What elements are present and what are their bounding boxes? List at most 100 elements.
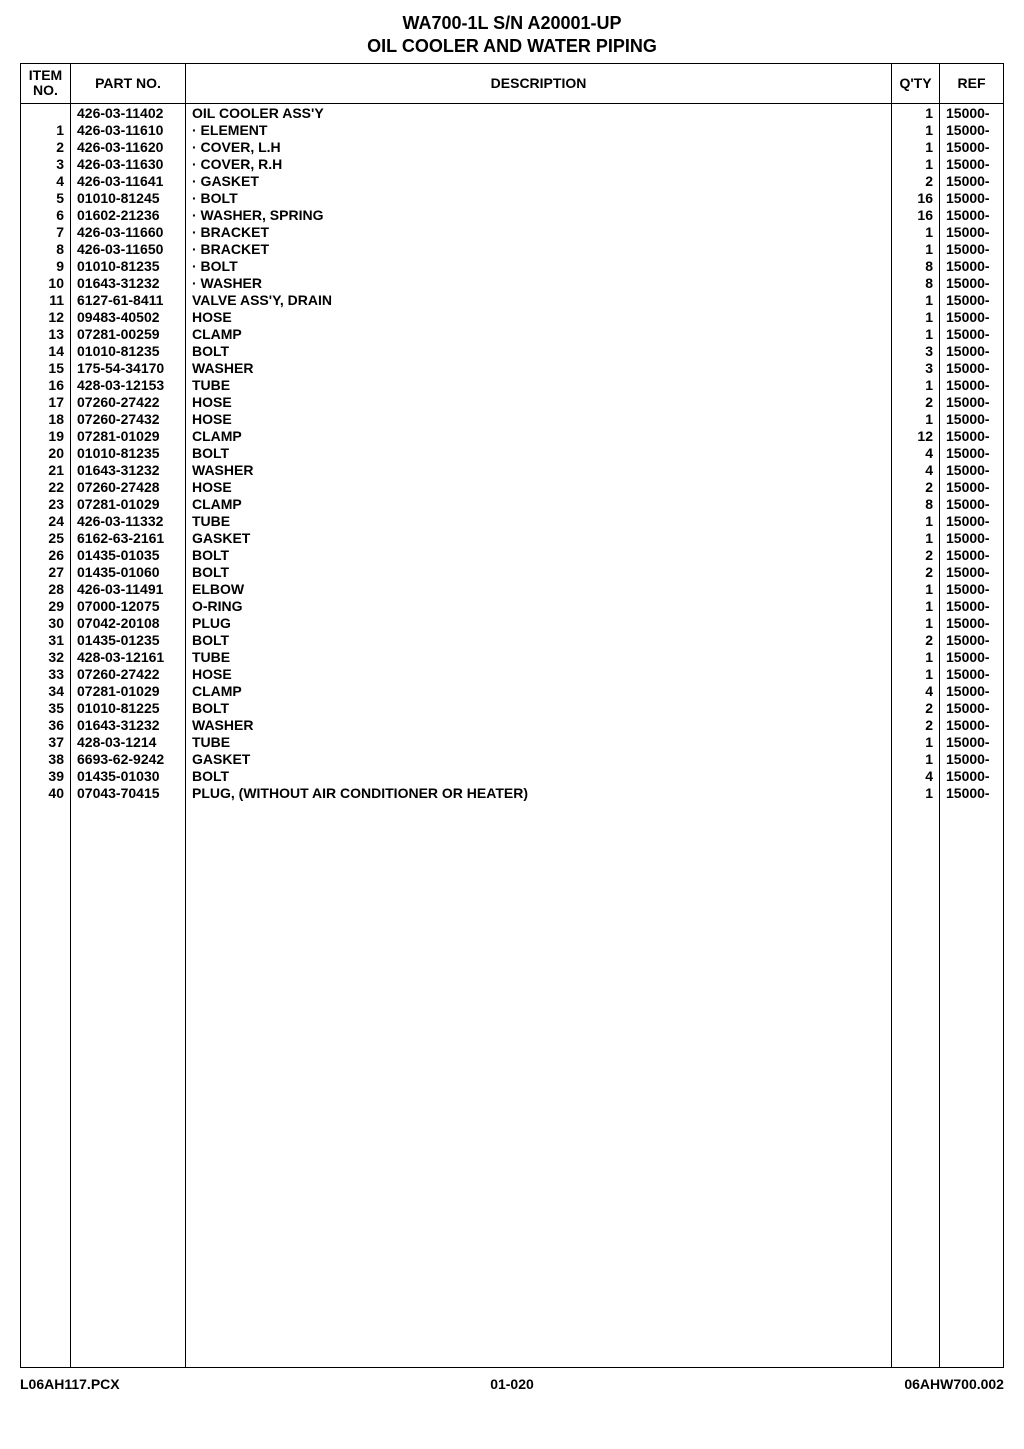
- cell-item: 30: [21, 614, 71, 631]
- table-row: 501010-81245· BOLT1615000-: [21, 189, 1004, 206]
- cell-ref: 15000-: [940, 461, 1004, 478]
- table-row: 116127-61-8411VALVE ASS'Y, DRAIN115000-: [21, 291, 1004, 308]
- table-row: 24426-03-11332TUBE115000-: [21, 512, 1004, 529]
- table-row: 28426-03-11491ELBOW115000-: [21, 580, 1004, 597]
- cell-qty: 1: [892, 325, 940, 342]
- table-row: 1401010-81235BOLT315000-: [21, 342, 1004, 359]
- table-filler-row: [21, 801, 1004, 1368]
- cell-qty: 1: [892, 512, 940, 529]
- cell-desc: TUBE: [186, 512, 892, 529]
- cell-item: 15: [21, 359, 71, 376]
- cell-part: 07281-01029: [71, 427, 186, 444]
- cell-desc: · BRACKET: [186, 240, 892, 257]
- cell-qty: 2: [892, 699, 940, 716]
- cell-item: 11: [21, 291, 71, 308]
- cell-part: 07043-70415: [71, 784, 186, 801]
- cell-ref: 15000-: [940, 699, 1004, 716]
- table-header: ITEM NO. PART NO. DESCRIPTION Q'TY REF: [21, 64, 1004, 104]
- table-row: 3407281-01029CLAMP415000-: [21, 682, 1004, 699]
- cell-item: 28: [21, 580, 71, 597]
- cell-qty: 1: [892, 155, 940, 172]
- cell-item: 3: [21, 155, 71, 172]
- cell-ref: 15000-: [940, 138, 1004, 155]
- cell-part: 01643-31232: [71, 274, 186, 291]
- table-row: 2207260-27428HOSE215000-: [21, 478, 1004, 495]
- filler-cell: [186, 801, 892, 1368]
- page-title: WA700-1L S/N A20001-UP OIL COOLER AND WA…: [20, 12, 1004, 57]
- cell-ref: 15000-: [940, 121, 1004, 138]
- cell-part: 426-03-11620: [71, 138, 186, 155]
- table-row: 386693-62-9242GASKET115000-: [21, 750, 1004, 767]
- cell-desc: HOSE: [186, 393, 892, 410]
- cell-part: 428-03-1214: [71, 733, 186, 750]
- cell-desc: WASHER: [186, 359, 892, 376]
- cell-ref: 15000-: [940, 274, 1004, 291]
- cell-item: 39: [21, 767, 71, 784]
- cell-qty: 4: [892, 461, 940, 478]
- cell-item: 19: [21, 427, 71, 444]
- table-row: 3307260-27422HOSE115000-: [21, 665, 1004, 682]
- cell-item: 12: [21, 308, 71, 325]
- cell-item: 21: [21, 461, 71, 478]
- cell-part: 01643-31232: [71, 461, 186, 478]
- cell-desc: · WASHER: [186, 274, 892, 291]
- cell-ref: 15000-: [940, 155, 1004, 172]
- cell-ref: 15000-: [940, 223, 1004, 240]
- cell-ref: 15000-: [940, 529, 1004, 546]
- cell-ref: 15000-: [940, 614, 1004, 631]
- cell-item: 20: [21, 444, 71, 461]
- cell-part: 01010-81235: [71, 342, 186, 359]
- cell-part: 428-03-12153: [71, 376, 186, 393]
- cell-desc: · WASHER, SPRING: [186, 206, 892, 223]
- cell-item: 1: [21, 121, 71, 138]
- cell-item: 18: [21, 410, 71, 427]
- cell-desc: TUBE: [186, 733, 892, 750]
- table-row: 7426-03-11660· BRACKET115000-: [21, 223, 1004, 240]
- cell-item: 31: [21, 631, 71, 648]
- cell-part: 426-03-11332: [71, 512, 186, 529]
- cell-item: 37: [21, 733, 71, 750]
- cell-ref: 15000-: [940, 682, 1004, 699]
- col-header-ref: REF: [940, 64, 1004, 104]
- cell-qty: 1: [892, 614, 940, 631]
- cell-qty: 1: [892, 138, 940, 155]
- cell-qty: 4: [892, 444, 940, 461]
- cell-ref: 15000-: [940, 733, 1004, 750]
- cell-desc: GASKET: [186, 750, 892, 767]
- cell-item: 6: [21, 206, 71, 223]
- cell-qty: 8: [892, 495, 940, 512]
- cell-part: 01010-81245: [71, 189, 186, 206]
- cell-ref: 15000-: [940, 750, 1004, 767]
- cell-item: 38: [21, 750, 71, 767]
- cell-part: 07260-27422: [71, 393, 186, 410]
- table-body: 426-03-11402OIL COOLER ASS'Y115000-1426-…: [21, 103, 1004, 1367]
- cell-desc: · BOLT: [186, 257, 892, 274]
- cell-qty: 1: [892, 750, 940, 767]
- cell-part: 426-03-11491: [71, 580, 186, 597]
- cell-ref: 15000-: [940, 512, 1004, 529]
- table-row: 2426-03-11620· COVER, L.H115000-: [21, 138, 1004, 155]
- cell-desc: · BRACKET: [186, 223, 892, 240]
- table-row: 426-03-11402OIL COOLER ASS'Y115000-: [21, 103, 1004, 121]
- cell-item: 16: [21, 376, 71, 393]
- cell-ref: 15000-: [940, 291, 1004, 308]
- footer-center: 01-020: [490, 1376, 534, 1392]
- cell-desc: OIL COOLER ASS'Y: [186, 103, 892, 121]
- cell-item: 24: [21, 512, 71, 529]
- table-row: 3426-03-11630· COVER, R.H115000-: [21, 155, 1004, 172]
- cell-item: 36: [21, 716, 71, 733]
- table-row: 32428-03-12161TUBE115000-: [21, 648, 1004, 665]
- table-row: 2601435-01035BOLT215000-: [21, 546, 1004, 563]
- col-header-desc: DESCRIPTION: [186, 64, 892, 104]
- cell-qty: 2: [892, 716, 940, 733]
- cell-item: 2: [21, 138, 71, 155]
- cell-ref: 15000-: [940, 580, 1004, 597]
- cell-desc: HOSE: [186, 410, 892, 427]
- cell-part: 01435-01060: [71, 563, 186, 580]
- cell-qty: 12: [892, 427, 940, 444]
- cell-qty: 1: [892, 291, 940, 308]
- cell-qty: 8: [892, 257, 940, 274]
- cell-desc: BOLT: [186, 342, 892, 359]
- table-row: 256162-63-2161GASKET115000-: [21, 529, 1004, 546]
- table-row: 8426-03-11650· BRACKET115000-: [21, 240, 1004, 257]
